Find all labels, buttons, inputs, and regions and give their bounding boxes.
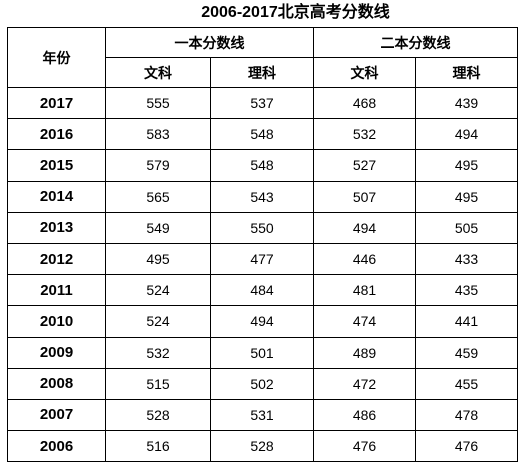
score-cell: 455 (415, 367, 518, 400)
score-cell: 532 (105, 336, 211, 369)
table-row: 2006 516 528 476 476 (7, 430, 518, 463)
year-cell: 2012 (7, 242, 106, 276)
score-cell: 474 (313, 305, 416, 338)
table-row: 2012 495 477 446 433 (7, 242, 518, 276)
table-row: 2017 555 537 468 439 (7, 86, 518, 120)
score-cell: 489 (313, 336, 416, 369)
table-row: 2008 515 502 472 455 (7, 367, 518, 400)
score-cell: 507 (313, 180, 416, 213)
score-cell: 481 (313, 274, 416, 307)
year-cell: 2008 (7, 367, 106, 400)
score-cell: 495 (105, 242, 211, 276)
score-cell: 583 (105, 118, 211, 151)
score-cell: 555 (105, 86, 211, 120)
header-row: 年份 一本分数线 二本分数线 (7, 27, 518, 88)
year-cell: 2013 (7, 211, 106, 244)
table-row: 2011 524 484 481 435 (7, 274, 518, 307)
score-cell: 433 (415, 242, 518, 276)
table-body: 2017 555 537 468 439 2016 583 548 532 494 2015 579 5… (7, 86, 518, 463)
table-row: 2009 532 501 489 459 (7, 336, 518, 369)
year-header: 年份 (7, 27, 106, 88)
score-cell: 516 (105, 430, 211, 463)
score-cell: 537 (210, 86, 314, 120)
score-cell: 550 (210, 211, 314, 244)
score-cell: 484 (210, 274, 314, 307)
table-head: 年份 一本分数线 二本分数线 文科 理科 文科 理科 (7, 27, 518, 88)
score-cell: 527 (313, 149, 416, 182)
subheader-row: 文科 理科 文科 理科 (8, 57, 518, 88)
group-header: 一本分数线 (105, 27, 314, 58)
score-cell: 439 (415, 86, 518, 120)
table-row: 2013 549 550 494 505 (7, 211, 518, 244)
year-cell: 2015 (7, 149, 106, 182)
score-cell: 476 (415, 430, 518, 463)
score-cell: 468 (313, 86, 416, 120)
score-cell: 524 (105, 305, 211, 338)
score-cell: 502 (210, 367, 314, 400)
subheader: 文科 (105, 57, 211, 88)
year-cell: 2014 (7, 180, 106, 213)
year-cell: 2006 (7, 430, 106, 463)
score-cell: 515 (105, 367, 211, 400)
score-cell: 494 (313, 211, 416, 244)
score-cell: 549 (105, 211, 211, 244)
score-cell: 528 (210, 430, 314, 463)
table-row: 2010 524 494 474 441 (7, 305, 518, 338)
table-row: 2014 565 543 507 495 (7, 180, 518, 213)
score-table: 年份 一本分数线 二本分数线 文科 理科 文科 理科 2017 555 537 468… (7, 27, 518, 463)
year-cell: 2010 (7, 305, 106, 338)
score-cell: 459 (415, 336, 518, 369)
year-cell: 2009 (7, 336, 106, 369)
year-cell: 2017 (7, 86, 106, 120)
group-header: 二本分数线 (313, 27, 518, 58)
score-cell: 494 (415, 118, 518, 151)
subheader: 理科 (210, 57, 314, 88)
score-cell: 528 (105, 398, 211, 432)
score-cell: 543 (210, 180, 314, 213)
score-cell: 435 (415, 274, 518, 307)
score-cell: 565 (105, 180, 211, 213)
score-cell: 579 (105, 149, 211, 182)
score-cell: 486 (313, 398, 416, 432)
score-cell: 441 (415, 305, 518, 338)
score-cell: 495 (415, 180, 518, 213)
score-cell: 524 (105, 274, 211, 307)
score-cell: 531 (210, 398, 314, 432)
score-cell: 532 (313, 118, 416, 151)
score-cell: 501 (210, 336, 314, 369)
title: 2006-2017北京高考分数线 (201, 4, 390, 21)
score-cell: 495 (415, 149, 518, 182)
year-cell: 2011 (7, 274, 106, 307)
score-cell: 548 (210, 149, 314, 182)
subheader: 文科 (313, 57, 416, 88)
score-cell: 494 (210, 305, 314, 338)
score-cell: 548 (210, 118, 314, 151)
table-row: 2007 528 531 486 478 (7, 398, 518, 432)
table-row: 2015 579 548 527 495 (7, 149, 518, 182)
score-cell: 476 (313, 430, 416, 463)
subheader: 理科 (415, 57, 518, 88)
score-cell: 477 (210, 242, 314, 276)
score-cell: 472 (313, 367, 416, 400)
table-row: 2016 583 548 532 494 (7, 118, 518, 151)
score-cell: 478 (415, 398, 518, 432)
year-cell: 2007 (7, 398, 106, 432)
score-cell: 505 (415, 211, 518, 244)
score-cell: 446 (313, 242, 416, 276)
year-cell: 2016 (7, 118, 106, 151)
